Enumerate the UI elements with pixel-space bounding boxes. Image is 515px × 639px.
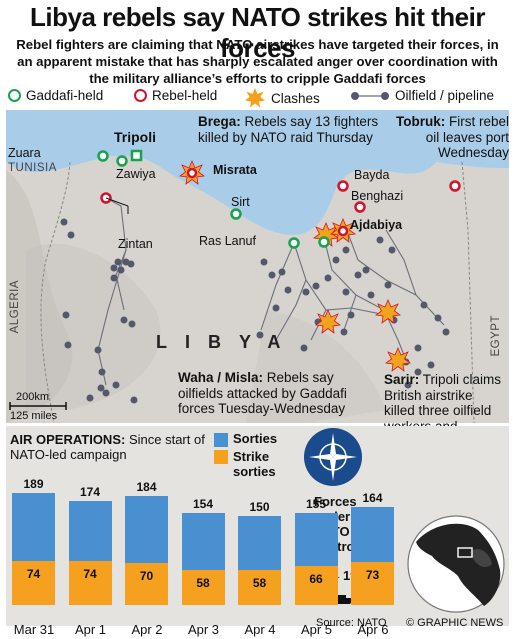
globe-locator-icon <box>407 515 505 613</box>
bar-sorties-value: 154 <box>192 497 214 512</box>
bar-category-label: Apr 6 <box>357 622 389 637</box>
note-brega-text: Rebels say 13 fighters killed by NATO ra… <box>198 114 379 145</box>
country-egypt: EGYPT <box>490 315 502 357</box>
air-title-bold: AIR OPERATIONS: <box>10 432 126 447</box>
legend-rebel: Rebel-held <box>134 88 217 103</box>
bar-sorties-value: 150 <box>249 499 270 514</box>
map-graphic <box>6 110 509 423</box>
bar-sorties-value: 184 <box>136 479 157 494</box>
bar-strike-value: 74 <box>83 566 97 581</box>
map-legend: Gaddafi-held Rebel-held Clashes Oilfield… <box>6 88 511 108</box>
note-brega-head: Brega: <box>198 114 241 129</box>
bar-sorties-value: 164 <box>362 491 383 506</box>
footer-source: Source: NATO <box>316 617 387 629</box>
bar-strike-sorties <box>125 563 168 605</box>
bar-category-label: Apr 3 <box>187 622 220 637</box>
bar-strike-value: 74 <box>26 566 41 581</box>
note-sarir-head: Sarir: <box>384 372 420 387</box>
legend-gaddafi: Gaddafi-held <box>8 88 103 103</box>
note-tobruk-head: Tobruk: <box>395 114 446 129</box>
oil-pipeline-icon <box>351 91 389 100</box>
air-operations-title: AIR OPERATIONS: Since start of NATO-led … <box>10 432 210 462</box>
footer-credit: © GRAPHIC NEWS <box>406 617 504 629</box>
place-sirt: Sirt <box>231 195 250 209</box>
place-ajdabiya: Ajdabiya <box>350 218 403 232</box>
place-zawiya: Zawiya <box>116 167 156 181</box>
note-waha-text: Rebels say oilfields attacked by Gaddafi… <box>178 370 347 416</box>
legend-strike-swatch <box>214 450 228 464</box>
place-zintan: Zintan <box>118 237 153 251</box>
place-benghazi: Benghazi <box>351 189 404 203</box>
bar-strike-sorties <box>12 560 55 605</box>
bar-sorties-value: 155 <box>305 496 327 511</box>
bar-strike-sorties <box>68 560 112 605</box>
bar-category-label: Mar 31 <box>13 622 55 637</box>
gaddafi-marker-icon <box>8 89 21 102</box>
legend-strike-label: Strike sorties <box>233 449 276 479</box>
nato-emblem-icon <box>304 428 362 486</box>
place-bayda: Bayda <box>354 168 390 182</box>
bar-strike-sorties <box>181 570 225 605</box>
page-subtitle: Rebel fighters are claiming that NATO ai… <box>16 37 499 86</box>
clash-burst-icon <box>245 88 265 108</box>
bar-sorties-value: 174 <box>79 485 101 500</box>
legend-oilfield-label: Oilfield / pipeline <box>395 88 495 103</box>
libya-map: Tripoli Zuara Zawiya Zintan Misrata Sirt… <box>6 110 509 465</box>
country-tunisia: TUNISIA <box>8 162 57 174</box>
place-ras-lanuf: Ras Lanuf <box>199 234 256 248</box>
scale-miles: 125 miles <box>10 410 58 422</box>
bar-strike-value: 70 <box>139 569 154 584</box>
bar-category-label: Apr 2 <box>131 622 163 637</box>
note-waha-head: Waha / Misla: <box>178 370 264 385</box>
scale-km: 200km <box>16 391 50 403</box>
place-misrata: Misrata <box>213 163 257 177</box>
bar-strike-value: 73 <box>365 567 380 582</box>
bar-category-label: Apr 5 <box>300 622 333 637</box>
note-tobruk-text: First rebel oil leaves port Wednesday <box>425 114 509 160</box>
bar-sorties-value: 189 <box>23 476 44 491</box>
bar-strike-sorties <box>351 561 394 605</box>
bar-category-label: Apr 4 <box>244 622 276 637</box>
air-title-rest: Since start of NATO-led campaign <box>10 432 205 462</box>
rebel-marker-icon <box>134 89 147 102</box>
bar-strike-sorties <box>294 565 338 605</box>
bar-strike-value: 58 <box>196 576 210 591</box>
bar-strike-value: 58 <box>252 576 267 591</box>
bar-strike-sorties <box>238 570 281 605</box>
country-algeria: ALGERIA <box>9 280 21 334</box>
legend-clashes: Clashes <box>244 88 320 108</box>
legend-oilfield: Oilfield / pipeline <box>350 88 494 103</box>
page-title: Libya rebels say NATO strikes hit their … <box>30 2 485 63</box>
legend-gaddafi-label: Gaddafi-held <box>26 88 104 103</box>
note-waha: Waha / Misla: Rebels say oilfields attac… <box>178 370 358 417</box>
legend-clashes-label: Clashes <box>271 90 320 106</box>
legend-rebel-label: Rebel-held <box>152 88 218 103</box>
legend-sorties-swatch <box>214 433 228 447</box>
note-tobruk: Tobruk: First rebel oil leaves port Wedn… <box>393 114 509 161</box>
place-zuara: Zuara <box>8 146 41 160</box>
bar-strike-value: 66 <box>309 571 323 586</box>
legend-sorties-label: Sorties <box>233 431 278 446</box>
country-libya: LIBYA <box>156 332 299 352</box>
place-tripoli: Tripoli <box>114 129 156 145</box>
note-brega: Brega: Rebels say 13 fighters killed by … <box>198 114 388 145</box>
bar-category-label: Apr 1 <box>74 622 107 637</box>
